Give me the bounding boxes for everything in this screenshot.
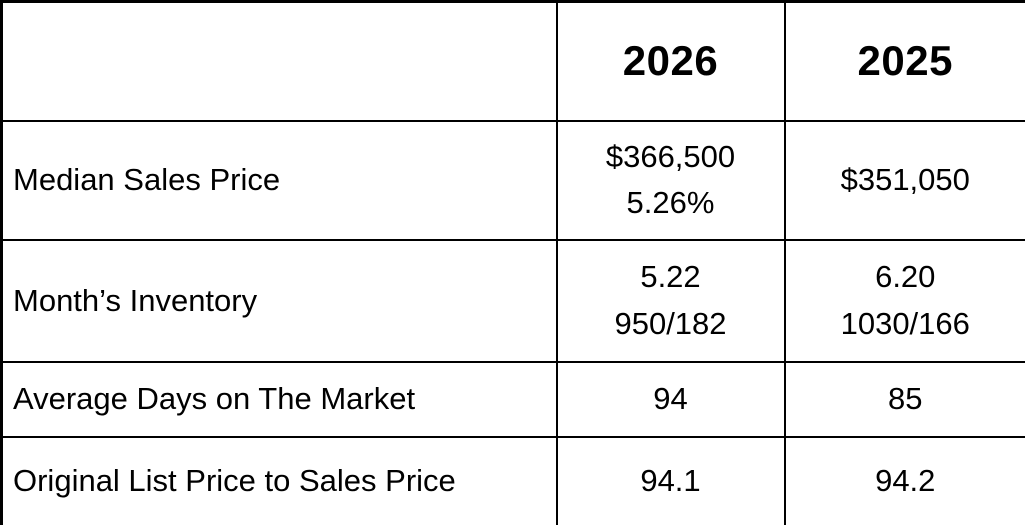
original-list-to-sales-price-2026: 94.1 (555, 435, 786, 525)
metric-column-header (0, 0, 558, 122)
column-header-2026: 2026 (555, 0, 786, 122)
months-inventory-2025: 6.20 1030/166 (783, 238, 1025, 363)
row-label-average-days-on-market: Average Days on The Market (0, 360, 558, 438)
row-label-original-list-price-to-sales-price: Original List Price to Sales Price (0, 435, 558, 525)
header-row: 2026 2025 (0, 0, 1025, 122)
average-days-on-market-2026: 94 (555, 360, 786, 438)
median-sales-price-2025: $351,050 (783, 119, 1025, 241)
median-sales-price-2026: $366,500 5.26% (555, 119, 786, 241)
column-header-2025: 2025 (783, 0, 1025, 122)
row-label-months-inventory: Month’s Inventory (0, 238, 558, 363)
table-row-average-days-on-market: Average Days on The Market 94 85 (0, 360, 1025, 438)
row-label-median-sales-price: Median Sales Price (0, 119, 558, 241)
average-days-on-market-2025: 85 (783, 360, 1025, 438)
months-inventory-2026: 5.22 950/182 (555, 238, 786, 363)
original-list-to-sales-price-2025: 94.2 (783, 435, 1025, 525)
table-row-months-inventory: Month’s Inventory 5.22 950/182 6.20 1030… (0, 238, 1025, 363)
table-row-original-list-price-to-sales-price: Original List Price to Sales Price 94.1 … (0, 435, 1025, 525)
table-row-median-sales-price: Median Sales Price $366,500 5.26% $351,0… (0, 119, 1025, 241)
